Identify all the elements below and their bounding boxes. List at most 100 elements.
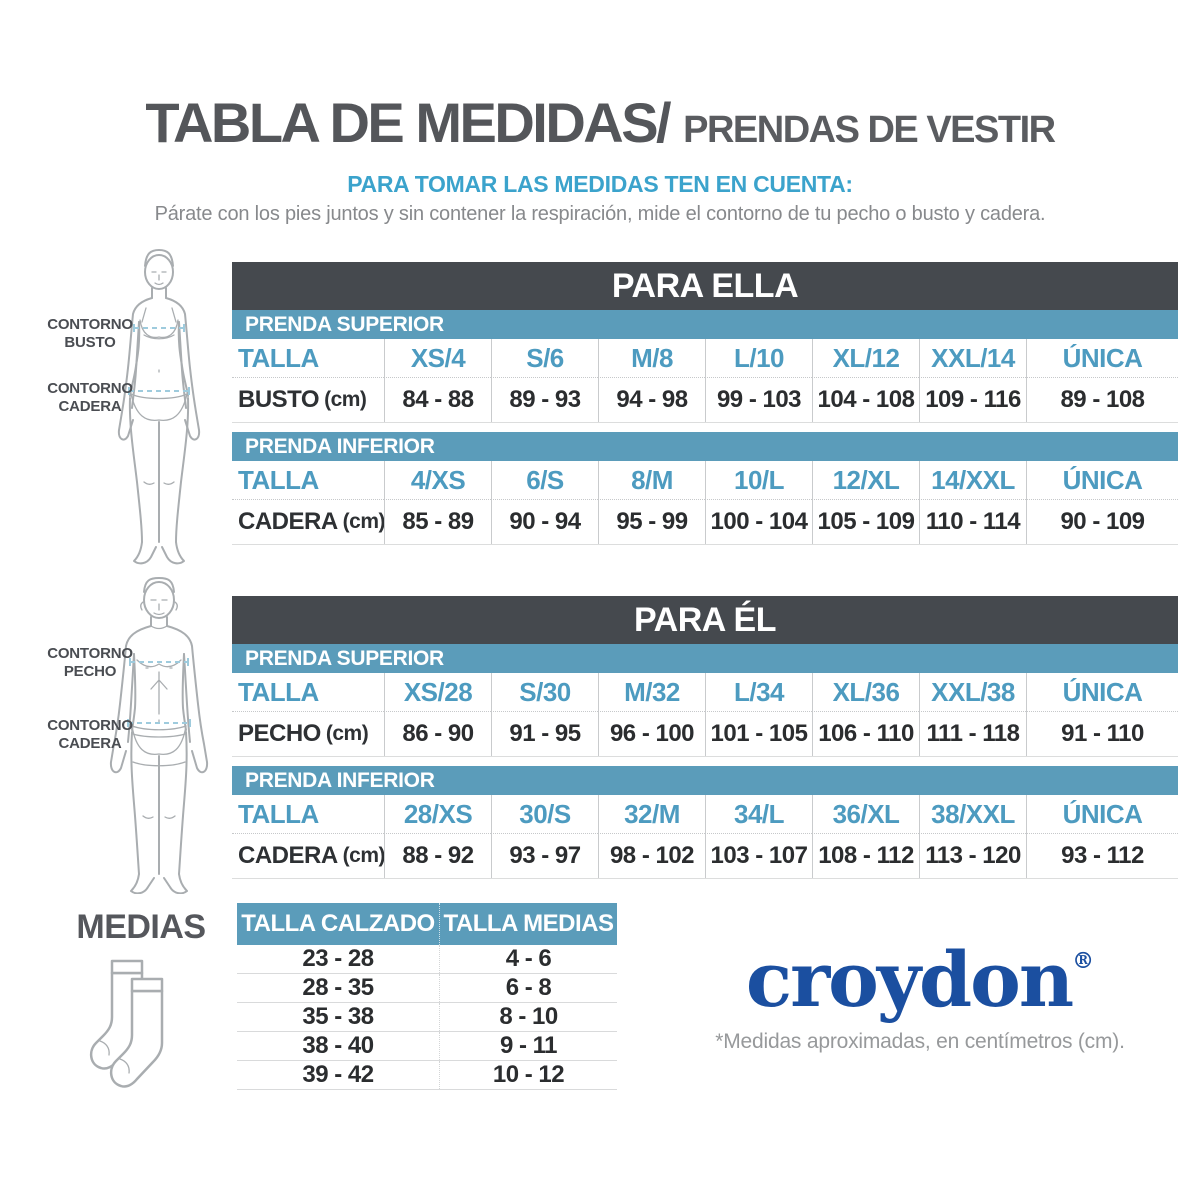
brand-block: croydon® *Medidas aproximadas, en centím… bbox=[660, 942, 1180, 1054]
medias-cell: 9 - 11 bbox=[439, 1032, 617, 1060]
size-cell: L/10 bbox=[705, 339, 812, 378]
talla-row-label: TALLA bbox=[232, 795, 384, 834]
size-grid: TALLA 4/XS 6/S 8/M 10/L 12/XL 14/XXL ÚNI… bbox=[232, 461, 1178, 545]
registered-mark: ® bbox=[1072, 948, 1095, 974]
measure-name: BUSTO bbox=[238, 386, 320, 413]
value-cell: 86 - 90 bbox=[384, 712, 491, 756]
size-cell: S/6 bbox=[491, 339, 598, 378]
measure-unit: (cm) bbox=[342, 844, 386, 867]
male-figure-illustration bbox=[109, 577, 209, 894]
label-contorno-cadera-female: CONTORNO CADERA bbox=[47, 380, 133, 415]
footnote: *Medidas aproximadas, en centímetros (cm… bbox=[715, 1030, 1125, 1053]
medias-cell: 35 - 38 bbox=[302, 1003, 374, 1030]
table-title-para-ella: PARA ELLA bbox=[232, 262, 1178, 310]
section-band-prenda-superior: PRENDA SUPERIOR bbox=[232, 644, 1178, 673]
brand-name: croydon bbox=[745, 935, 1074, 1024]
value-cell: 106 - 110 bbox=[812, 712, 919, 756]
measure-name: PECHO bbox=[238, 720, 321, 747]
header: TABLA DE MEDIDAS/ PRENDAS DE VESTIR PARA… bbox=[0, 90, 1200, 226]
size-cell: ÚNICA bbox=[1026, 673, 1178, 712]
measure-name: CADERA bbox=[238, 842, 338, 869]
size-cell: XXL/38 bbox=[919, 673, 1026, 712]
medias-title: MEDIAS bbox=[76, 908, 206, 946]
value-cell: 105 - 109 bbox=[812, 500, 919, 544]
label-contorno-busto: CONTORNO BUSTO bbox=[47, 316, 133, 351]
size-cell: 36/XL bbox=[812, 795, 919, 834]
medias-cell: 4 - 6 bbox=[439, 945, 617, 973]
section-el-inferior: PRENDA INFERIOR TALLA 28/XS 30/S 32/M 34… bbox=[232, 766, 1178, 879]
size-cell: S/30 bbox=[491, 673, 598, 712]
medias-row: 28 - 35 6 - 8 bbox=[237, 974, 617, 1003]
medias-cell: 6 - 8 bbox=[439, 974, 617, 1002]
value-cell: 95 - 99 bbox=[598, 500, 705, 544]
value-cell: 103 - 107 bbox=[705, 834, 812, 878]
value-cell: 110 - 114 bbox=[919, 500, 1026, 544]
size-cell: XL/36 bbox=[812, 673, 919, 712]
value-cell: 89 - 108 bbox=[1026, 378, 1178, 422]
measure-unit: (cm) bbox=[342, 510, 386, 533]
table-para-el: PARA ÉL PRENDA SUPERIOR TALLA XS/28 S/30… bbox=[232, 596, 1178, 879]
measure-row-label: BUSTO (cm) bbox=[232, 378, 384, 422]
table-para-ella: PARA ELLA PRENDA SUPERIOR TALLA XS/4 S/6… bbox=[232, 262, 1178, 545]
size-cell: XXL/14 bbox=[919, 339, 1026, 378]
label-contorno-pecho: CONTORNO PECHO bbox=[47, 645, 133, 680]
title-secondary: PRENDAS DE VESTIR bbox=[683, 109, 1056, 151]
size-cell: 6/S bbox=[491, 461, 598, 500]
size-cell: 8/M bbox=[598, 461, 705, 500]
size-cell: 4/XS bbox=[384, 461, 491, 500]
size-grid: TALLA XS/28 S/30 M/32 L/34 XL/36 XXL/38 … bbox=[232, 673, 1178, 757]
size-cell: M/8 bbox=[598, 339, 705, 378]
section-ella-superior: PRENDA SUPERIOR TALLA XS/4 S/6 M/8 L/10 … bbox=[232, 310, 1178, 423]
measure-unit: (cm) bbox=[325, 722, 369, 745]
medias-cell: 8 - 10 bbox=[439, 1003, 617, 1031]
size-cell: 10/L bbox=[705, 461, 812, 500]
value-cell: 93 - 97 bbox=[491, 834, 598, 878]
value-cell: 100 - 104 bbox=[705, 500, 812, 544]
value-cell: 96 - 100 bbox=[598, 712, 705, 756]
medias-cell: 23 - 28 bbox=[302, 945, 374, 972]
talla-row-label: TALLA bbox=[232, 673, 384, 712]
talla-row-label: TALLA bbox=[232, 461, 384, 500]
size-cell: 30/S bbox=[491, 795, 598, 834]
size-grid: TALLA 28/XS 30/S 32/M 34/L 36/XL 38/XXL … bbox=[232, 795, 1178, 879]
measure-row-label: CADERA (cm) bbox=[232, 500, 386, 544]
size-cell: ÚNICA bbox=[1026, 795, 1178, 834]
value-cell: 98 - 102 bbox=[598, 834, 705, 878]
medias-row: 39 - 42 10 - 12 bbox=[237, 1061, 617, 1090]
size-cell: L/34 bbox=[705, 673, 812, 712]
value-cell: 91 - 110 bbox=[1026, 712, 1178, 756]
value-cell: 88 - 92 bbox=[384, 834, 491, 878]
value-cell: 113 - 120 bbox=[919, 834, 1026, 878]
size-cell: XS/28 bbox=[384, 673, 491, 712]
size-cell: 12/XL bbox=[812, 461, 919, 500]
value-cell: 104 - 108 bbox=[812, 378, 919, 422]
label-contorno-cadera-male: CONTORNO CADERA bbox=[47, 717, 133, 752]
medias-col-header-medias: TALLA MEDIAS bbox=[439, 903, 617, 945]
medias-cell: 39 - 42 bbox=[302, 1061, 374, 1088]
measure-row-label: PECHO (cm) bbox=[232, 712, 384, 756]
size-cell: 32/M bbox=[598, 795, 705, 834]
size-cell: ÚNICA bbox=[1026, 461, 1178, 500]
medias-cell: 38 - 40 bbox=[302, 1032, 374, 1059]
value-cell: 90 - 109 bbox=[1026, 500, 1178, 544]
value-cell: 85 - 89 bbox=[384, 500, 491, 544]
value-cell: 111 - 118 bbox=[919, 712, 1026, 756]
size-cell: XL/12 bbox=[812, 339, 919, 378]
table-title-para-el: PARA ÉL bbox=[232, 596, 1178, 644]
medias-row: 38 - 40 9 - 11 bbox=[237, 1032, 617, 1061]
female-figure-illustration bbox=[117, 249, 201, 565]
section-band-prenda-inferior: PRENDA INFERIOR bbox=[232, 432, 1178, 461]
talla-row-label: TALLA bbox=[232, 339, 384, 378]
section-band-prenda-inferior: PRENDA INFERIOR bbox=[232, 766, 1178, 795]
size-cell: 38/XXL bbox=[919, 795, 1026, 834]
value-cell: 99 - 103 bbox=[705, 378, 812, 422]
page-title: TABLA DE MEDIDAS/ PRENDAS DE VESTIR bbox=[0, 90, 1200, 155]
medias-cell: 10 - 12 bbox=[439, 1061, 617, 1089]
size-cell: 14/XXL bbox=[919, 461, 1026, 500]
medias-col-header-calzado: TALLA CALZADO bbox=[241, 910, 435, 937]
value-cell: 89 - 93 bbox=[491, 378, 598, 422]
size-cell: 34/L bbox=[705, 795, 812, 834]
medias-row: 23 - 28 4 - 6 bbox=[237, 945, 617, 974]
value-cell: 90 - 94 bbox=[491, 500, 598, 544]
section-ella-inferior: PRENDA INFERIOR TALLA 4/XS 6/S 8/M 10/L … bbox=[232, 432, 1178, 545]
